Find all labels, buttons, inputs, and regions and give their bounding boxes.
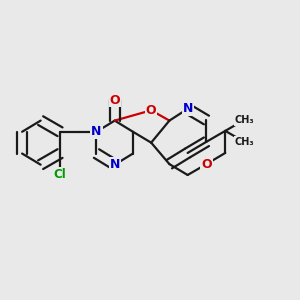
Text: N: N — [182, 102, 193, 115]
Text: O: O — [110, 94, 120, 106]
Text: O: O — [146, 104, 157, 117]
Text: N: N — [91, 125, 102, 138]
Text: CH₃: CH₃ — [234, 137, 254, 147]
Text: CH₃: CH₃ — [234, 115, 254, 125]
Text: N: N — [110, 158, 120, 171]
Text: Cl: Cl — [54, 168, 66, 181]
Text: O: O — [201, 158, 212, 171]
